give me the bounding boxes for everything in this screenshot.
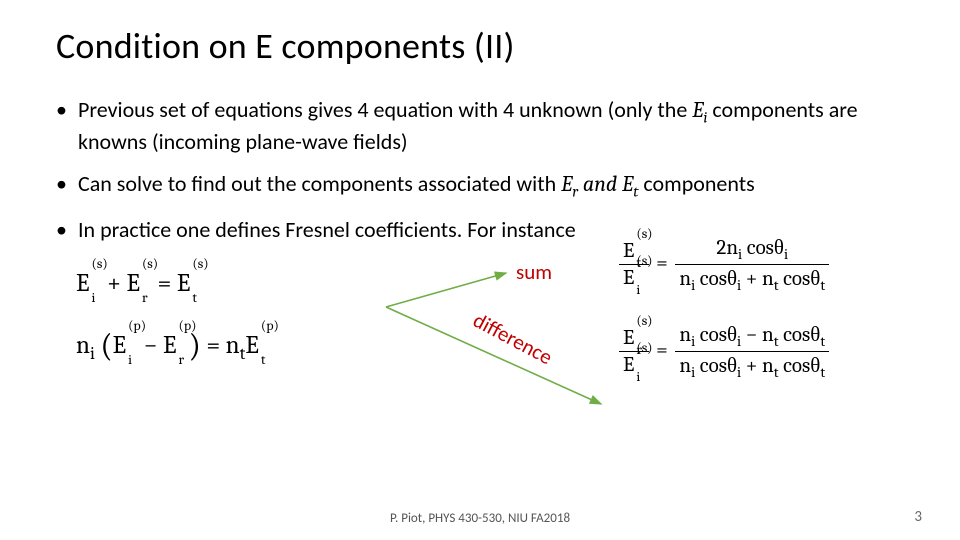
bullet-2-pre: Can solve to find out the components ass… bbox=[78, 170, 561, 197]
eq-left-row1: E(s)ix + E(s)rx = E(s)tx bbox=[76, 269, 271, 298]
bullet-1-pre: Previous set of equations gives 4 equati… bbox=[78, 96, 692, 123]
fresnel-eq-1: E(s)tx E(s)ix = 2ni cosθi ni cosθi + nt … bbox=[616, 235, 832, 294]
left-equations: E(s)ix + E(s)rx = E(s)tx ni (E(p)ix − E(… bbox=[76, 269, 271, 364]
bullet-list: Previous set of equations gives 4 equati… bbox=[56, 96, 904, 245]
equation-area: E(s)ix + E(s)rx = E(s)tx ni (E(p)ix − E(… bbox=[56, 259, 904, 479]
bullet-2: Can solve to find out the components ass… bbox=[56, 170, 904, 202]
right-equations: E(s)tx E(s)ix = 2ni cosθi ni cosθi + nt … bbox=[616, 235, 832, 410]
slide: Condition on E components (II) Previous … bbox=[0, 0, 960, 540]
sum-label: sum bbox=[516, 259, 552, 285]
bullet-2-post: components bbox=[638, 170, 754, 197]
bullet-1: Previous set of equations gives 4 equati… bbox=[56, 96, 904, 156]
slide-title: Condition on E components (II) bbox=[56, 24, 904, 68]
footer-text: P. Piot, PHYS 430-530, NIU FA2018 bbox=[0, 511, 960, 526]
math-er-et: Er and Et bbox=[561, 171, 638, 197]
bullet-3-pre: In practice one defines Fresnel coeffici… bbox=[78, 216, 576, 243]
eq-left-row2: ni (E(p)ix − E(p)rx) = ntE(p)tx bbox=[76, 324, 271, 364]
connector-lines bbox=[386, 269, 646, 459]
page-number: 3 bbox=[914, 508, 922, 526]
fresnel-eq-2: E(s)rx E(s)ix = ni cosθi − nt cosθt ni c… bbox=[616, 322, 832, 381]
math-ei: Ei bbox=[692, 97, 707, 123]
